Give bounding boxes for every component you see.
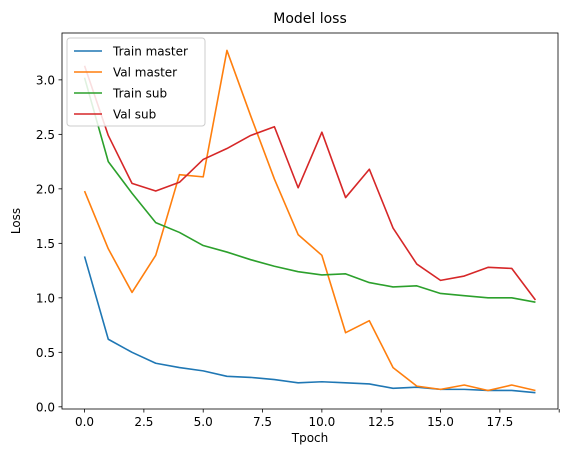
- series-line-train-sub: [83, 77, 536, 303]
- legend-label: Train master: [112, 45, 188, 59]
- legend-label: Val master: [113, 66, 177, 80]
- x-tick-label: 12.5: [368, 415, 395, 429]
- series-line-val-sub: [83, 65, 537, 301]
- y-tick-label: 2.5: [36, 128, 55, 142]
- series-line-train-master: [83, 256, 536, 394]
- chart-title: Model loss: [273, 11, 347, 27]
- x-axis-title: Tpoch: [291, 431, 329, 445]
- y-tick-label: 1.5: [36, 237, 55, 251]
- x-tick-label: 7.5: [253, 415, 272, 429]
- x-tick-label: 0.0: [75, 415, 94, 429]
- y-tick-label: 2.0: [36, 182, 55, 196]
- x-tick-label: 15.0: [427, 415, 454, 429]
- y-tick-label: 1.0: [36, 291, 55, 305]
- y-tick-label: 0.0: [36, 400, 55, 414]
- ticks-layer: 0.0 2.5 5.0 7.5 10.0 12.5 15.0 17.5 0.0 0.5 1.0 1.5…: [36, 73, 560, 429]
- x-tick-label: 17.5: [486, 415, 513, 429]
- y-axis-title: Loss: [9, 208, 23, 234]
- legend-box: [66, 37, 206, 127]
- y-tick-label: 0.5: [36, 346, 55, 360]
- series-layer: [83, 49, 537, 394]
- x-tick-label: 2.5: [134, 415, 153, 429]
- y-tick-label: 3.0: [36, 73, 55, 87]
- x-tick-label: 5.0: [194, 415, 213, 429]
- legend-label: Val sub: [113, 108, 156, 122]
- series-line-val-master: [83, 49, 536, 392]
- legend-label: Train sub: [112, 87, 167, 101]
- plot-frame: [61, 32, 559, 410]
- legend: Train master Val master Train sub Val sub: [66, 37, 206, 127]
- x-tick-label: 10.0: [309, 415, 336, 429]
